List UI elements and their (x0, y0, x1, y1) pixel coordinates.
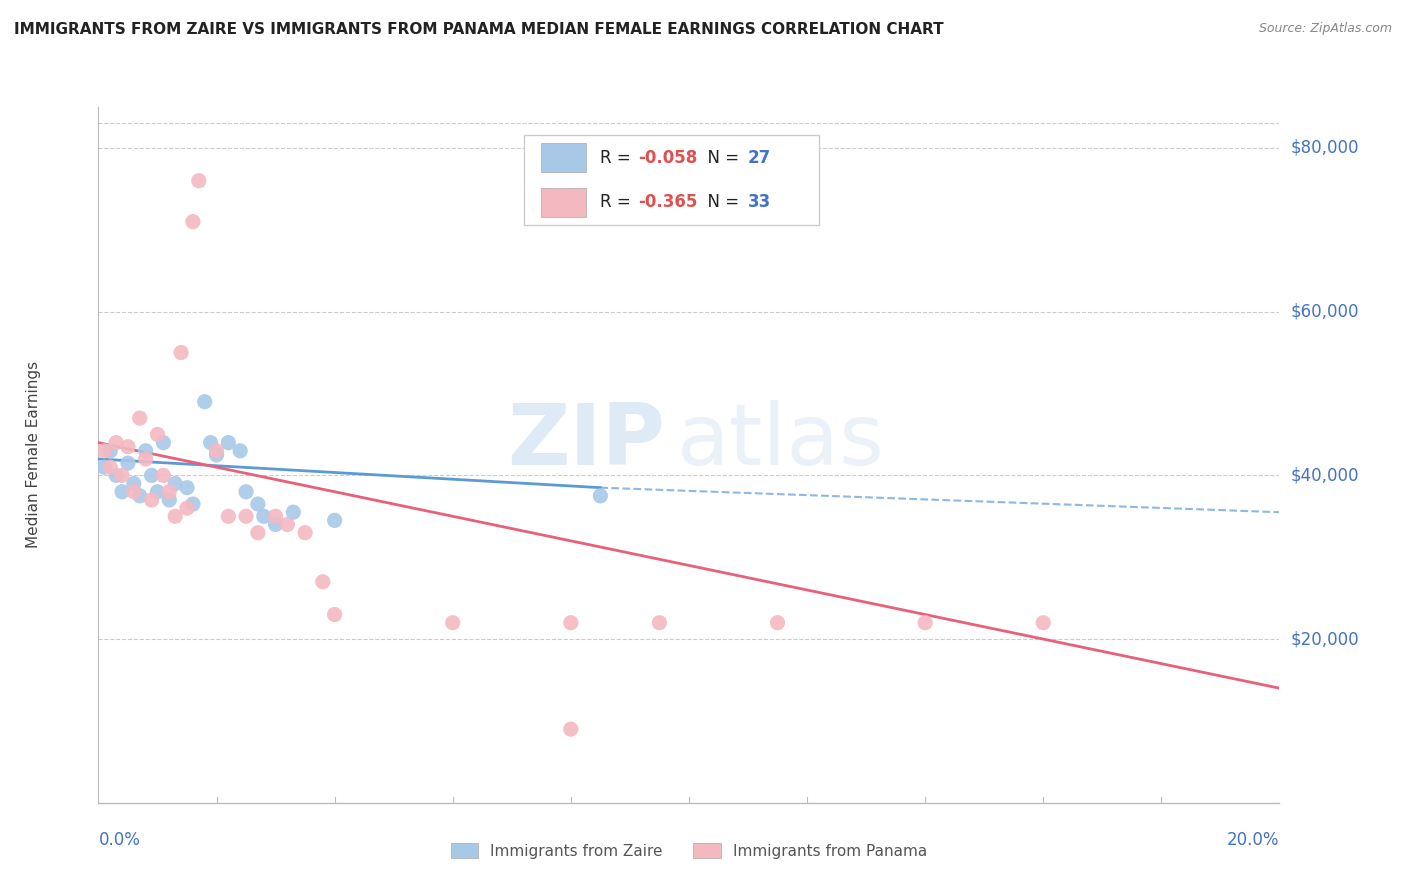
Text: 0.0%: 0.0% (98, 830, 141, 848)
Text: 33: 33 (748, 194, 772, 211)
Text: N =: N = (697, 194, 745, 211)
Point (181, 497, 204, 511)
Text: $60,000: $60,000 (1291, 302, 1360, 321)
Point (914, 615, 936, 630)
Text: -0.058: -0.058 (638, 149, 697, 167)
Point (141, 492, 163, 507)
Point (98, 460, 121, 475)
Point (194, 394, 217, 409)
Text: IMMIGRANTS FROM ZAIRE VS IMMIGRANTS FROM PANAMA MEDIAN FEMALE EARNINGS CORRELATI: IMMIGRANTS FROM ZAIRE VS IMMIGRANTS FROM… (14, 22, 943, 37)
Point (165, 509, 187, 524)
Point (146, 484, 169, 499)
Point (105, 435, 128, 450)
Point (176, 501, 198, 516)
Text: Median Female Earnings: Median Female Earnings (25, 361, 41, 549)
Point (229, 443, 252, 458)
Text: R =: R = (600, 149, 637, 167)
FancyBboxPatch shape (541, 187, 586, 217)
Point (205, 443, 228, 458)
Point (128, 489, 150, 503)
Point (217, 435, 239, 450)
Point (246, 525, 269, 540)
Point (176, 481, 198, 495)
Point (122, 484, 145, 499)
Point (111, 484, 134, 499)
Point (146, 427, 169, 442)
Point (312, 574, 335, 589)
Point (441, 615, 464, 630)
Legend: Immigrants from Zaire, Immigrants from Panama: Immigrants from Zaire, Immigrants from P… (444, 837, 934, 864)
Text: -0.365: -0.365 (638, 194, 697, 211)
Point (93, 443, 115, 458)
Point (117, 456, 139, 470)
Text: ZIP: ZIP (508, 400, 665, 483)
Point (235, 484, 257, 499)
Point (187, 174, 209, 188)
Point (157, 484, 180, 499)
Point (135, 443, 157, 458)
Point (200, 435, 222, 450)
Point (181, 214, 204, 228)
FancyBboxPatch shape (541, 144, 586, 172)
Text: R =: R = (600, 194, 637, 211)
Point (648, 615, 671, 630)
Point (152, 468, 174, 483)
Point (294, 525, 316, 540)
Text: atlas: atlas (678, 400, 886, 483)
Text: $20,000: $20,000 (1291, 630, 1360, 648)
Point (283, 505, 305, 519)
Point (323, 607, 346, 622)
Point (205, 448, 228, 462)
Point (170, 345, 193, 359)
Point (128, 411, 150, 425)
Text: $40,000: $40,000 (1291, 467, 1360, 484)
Text: $80,000: $80,000 (1291, 139, 1360, 157)
Point (98, 443, 121, 458)
FancyBboxPatch shape (523, 135, 818, 226)
Text: 20.0%: 20.0% (1227, 830, 1279, 848)
Text: 27: 27 (748, 149, 772, 167)
Point (276, 517, 298, 532)
Point (264, 509, 287, 524)
Point (253, 509, 276, 524)
Point (141, 468, 163, 483)
Point (122, 476, 145, 491)
Point (766, 615, 789, 630)
Point (323, 513, 346, 527)
Point (560, 615, 582, 630)
Text: N =: N = (697, 149, 745, 167)
Point (111, 468, 134, 483)
Point (157, 492, 180, 507)
Point (246, 497, 269, 511)
Point (165, 476, 187, 491)
Point (117, 440, 139, 454)
Point (560, 722, 582, 736)
Point (264, 517, 287, 532)
Point (135, 452, 157, 467)
Text: Source: ZipAtlas.com: Source: ZipAtlas.com (1258, 22, 1392, 36)
Point (217, 509, 239, 524)
Point (152, 435, 174, 450)
Point (105, 468, 128, 483)
Point (93, 460, 115, 475)
Point (589, 489, 612, 503)
Point (1032, 615, 1054, 630)
Point (235, 509, 257, 524)
